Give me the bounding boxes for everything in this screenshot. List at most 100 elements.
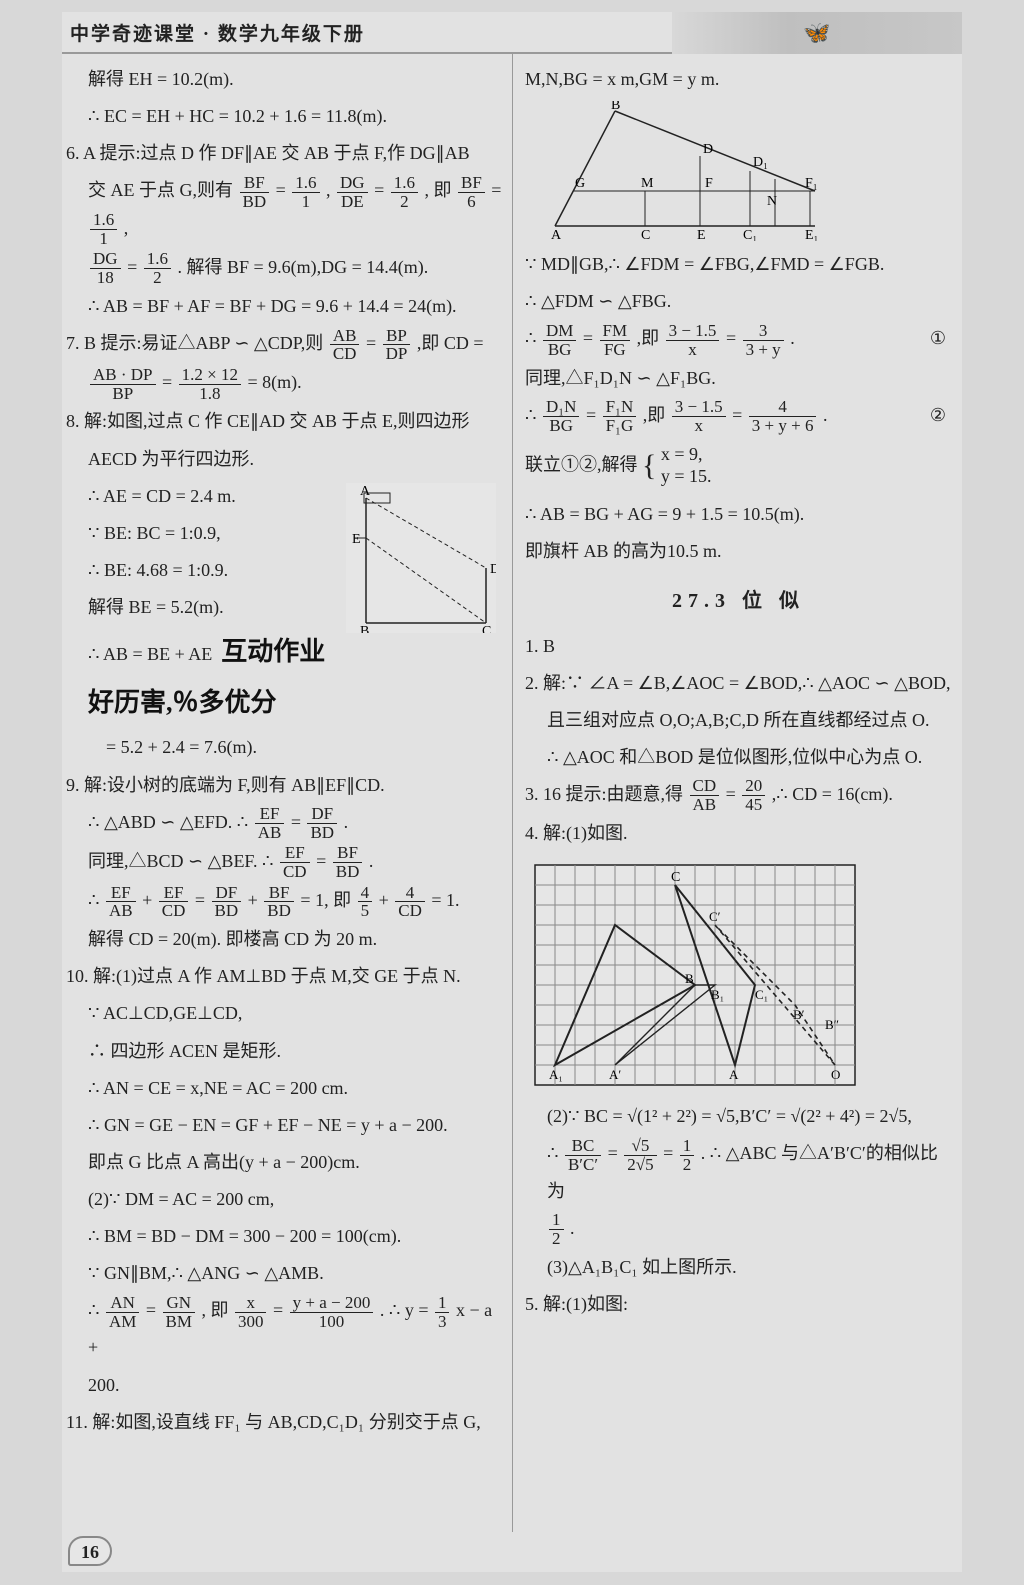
t: =	[732, 405, 747, 425]
t: =	[146, 1300, 161, 1320]
t: , 即	[425, 180, 452, 200]
fraction: 45	[358, 884, 373, 921]
den: 2	[391, 193, 418, 211]
t: =	[366, 333, 381, 353]
page-sheet: 中学奇迹课堂 · 数学九年级下册 🦋 解得 EH = 10.2(m). ∴ EC…	[62, 12, 962, 1572]
den: 300	[235, 1313, 267, 1331]
t: ∴	[88, 1300, 104, 1320]
den: 2	[144, 269, 171, 287]
den: BG	[543, 417, 579, 435]
t: = 2√5,	[865, 1106, 912, 1126]
t: +	[379, 890, 394, 910]
svg-text:C₁: C₁	[743, 228, 757, 241]
den: B′C′	[565, 1156, 601, 1174]
t: 7. B 提示:易证△ABP ∽ △CDP,则	[66, 333, 323, 353]
fraction: EFAB	[106, 884, 136, 921]
fraction: 13	[435, 1294, 450, 1331]
svg-text:E₁: E₁	[805, 228, 818, 241]
den: BD	[240, 193, 270, 211]
t: =	[583, 328, 598, 348]
butterfly-icon: 🦋	[803, 20, 830, 46]
svg-text:C: C	[641, 228, 650, 241]
den: 2	[549, 1230, 564, 1248]
text-line: DG18 = 1.62 . 解得 BF = 9.6(m),DG = 14.4(m…	[66, 250, 502, 287]
num: 1	[435, 1294, 450, 1313]
den: BP	[90, 385, 156, 403]
text-line: ∵ AC⊥CD,GE⊥CD,	[66, 996, 502, 1031]
fraction: CDAB	[690, 777, 720, 814]
svg-text:F₁: F₁	[805, 176, 818, 191]
den: BD	[264, 902, 294, 920]
svg-text:A′: A′	[609, 1067, 621, 1082]
page-number: 16	[68, 1536, 112, 1566]
num: BF	[240, 174, 270, 193]
t: = 1.	[431, 890, 459, 910]
num: EF	[106, 884, 136, 903]
text-line: 7. B 提示:易证△ABP ∽ △CDP,则 ABCD = BPDP ,即 C…	[66, 326, 502, 363]
den: CD	[395, 902, 425, 920]
svg-text:A₁: A₁	[549, 1067, 563, 1082]
svg-text:B′: B′	[793, 1007, 805, 1022]
num: DF	[307, 805, 337, 824]
text-line: 且三组对应点 O,O;A,B;C,D 所在直线都经过点 O.	[525, 703, 952, 738]
text-line: ∴ △ABD ∽ △EFD. ∴ EFAB = DFBD .	[66, 805, 502, 842]
svg-text:N: N	[767, 194, 777, 209]
den: 45	[742, 796, 765, 814]
t: = √5,B′C′ =	[701, 1106, 790, 1126]
t: , 即	[201, 1300, 228, 1320]
fraction: EFCD	[159, 884, 189, 921]
num: 4	[749, 398, 817, 417]
t: (2)∵ BC =	[547, 1106, 627, 1126]
fraction: 1.62	[144, 250, 171, 287]
fraction: x300	[235, 1294, 267, 1331]
text-line: ∴ AB = BE + AE 互动作业好历害,％多优分	[66, 627, 502, 728]
t: =	[586, 405, 601, 425]
den: F₁G	[603, 417, 637, 435]
t: 交 AE 于点 G,则有	[88, 180, 233, 200]
case-y: y = 15.	[661, 466, 712, 486]
num: BF	[264, 884, 294, 903]
t: =	[291, 812, 306, 832]
t: =	[273, 1300, 288, 1320]
svg-text:A: A	[551, 228, 562, 241]
t: ,即	[637, 328, 660, 348]
num: 1.6	[144, 250, 171, 269]
svg-text:C: C	[671, 870, 680, 885]
fraction: ANAM	[106, 1294, 139, 1331]
section-heading: 27.3 位 似	[525, 582, 952, 621]
fraction: ABCD	[330, 327, 360, 364]
text-line: 解得 EH = 10.2(m).	[66, 62, 502, 97]
num: EF	[159, 884, 189, 903]
num: EF	[280, 844, 310, 863]
svg-text:B: B	[611, 101, 620, 113]
num: 20	[742, 777, 765, 796]
svg-text:A: A	[729, 1067, 739, 1082]
num: 3 − 1.5	[672, 398, 726, 417]
den: FG	[600, 341, 631, 359]
num: 4	[358, 884, 373, 903]
num: BF	[458, 174, 485, 193]
den: 18	[90, 269, 121, 287]
text-line: ∴ BM = BD − DM = 300 − 200 = 100(cm).	[66, 1219, 502, 1254]
den: 1.8	[179, 385, 241, 403]
num: BP	[383, 327, 411, 346]
num: 1	[549, 1211, 564, 1230]
text-line: 1. B	[525, 629, 952, 664]
t: √(1² + 2²)	[627, 1106, 697, 1126]
t: ∴	[525, 328, 541, 348]
num: EF	[255, 805, 285, 824]
eq-number-1: ①	[930, 321, 946, 356]
num: 3	[743, 322, 784, 341]
text-line: 同理,△F₁D₁N ∽ △F₁BG.	[525, 361, 952, 396]
t: ,	[326, 180, 335, 200]
t: ,	[124, 218, 129, 238]
den: AB	[255, 824, 285, 842]
fraction: D₁NBG	[543, 398, 579, 435]
fraction: 3 − 1.5x	[666, 322, 720, 359]
fraction: BPDP	[383, 327, 411, 364]
num: DG	[337, 174, 368, 193]
num: AB · DP	[90, 366, 156, 385]
text-line: 即旗杆 AB 的高为10.5 m.	[525, 534, 952, 569]
num: BC	[565, 1137, 601, 1156]
grid-diagram: C C′ B B₁ C₁ B′ B″ A₁ A′ A O	[525, 855, 865, 1095]
